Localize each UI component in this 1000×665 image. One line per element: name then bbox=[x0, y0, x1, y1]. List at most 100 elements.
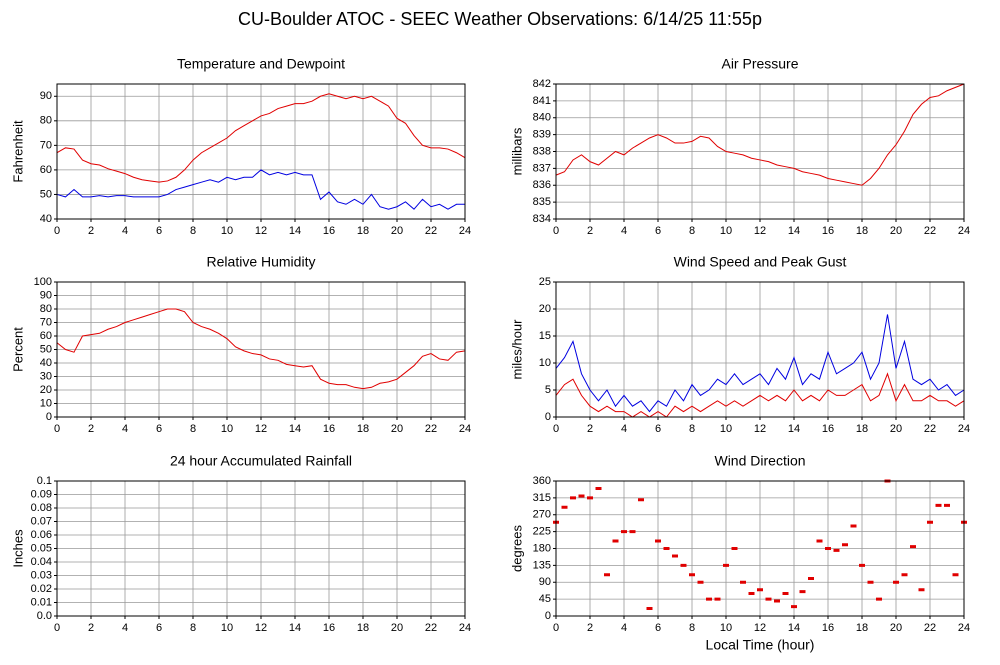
x-tick-label: 0 bbox=[553, 622, 559, 634]
x-tick-label: 12 bbox=[754, 423, 766, 435]
y-tick-label: 837 bbox=[533, 162, 551, 174]
x-tick-label: 24 bbox=[958, 622, 970, 634]
plot-frame bbox=[555, 480, 965, 617]
x-tick-label: 18 bbox=[357, 423, 369, 435]
data-point bbox=[740, 580, 746, 584]
y-tick-label: 20 bbox=[40, 384, 52, 396]
x-tick-label: 0 bbox=[54, 225, 60, 237]
x-tick-label: 8 bbox=[689, 225, 695, 237]
data-line bbox=[555, 83, 965, 186]
x-tick-label: 2 bbox=[88, 622, 94, 634]
x-tick-label: 8 bbox=[190, 622, 196, 634]
data-point bbox=[833, 548, 840, 552]
y-tick-label: 0.05 bbox=[31, 542, 52, 554]
x-tick-label: 14 bbox=[788, 423, 800, 435]
y-tick-label: 840 bbox=[533, 112, 551, 124]
data-line bbox=[56, 93, 466, 183]
x-tick-label: 20 bbox=[890, 225, 902, 237]
data-point bbox=[595, 487, 602, 490]
x-tick-label: 16 bbox=[822, 225, 834, 237]
x-tick-label: 4 bbox=[122, 622, 128, 634]
y-tick-label: 90 bbox=[539, 576, 551, 588]
data-point bbox=[944, 503, 950, 507]
y-tick-label: 0.1 bbox=[37, 475, 52, 487]
plot-frame bbox=[555, 281, 965, 418]
x-tick-label: 22 bbox=[924, 225, 936, 237]
x-tick-label: 0 bbox=[54, 423, 60, 435]
x-tick-label: 14 bbox=[289, 225, 301, 237]
y-tick-label: 45 bbox=[539, 593, 551, 605]
x-tick-label: 0 bbox=[553, 423, 559, 435]
data-point bbox=[876, 597, 882, 601]
x-tick-label: 24 bbox=[459, 622, 471, 634]
y-tick-label: 0.01 bbox=[31, 596, 52, 608]
data-point bbox=[561, 505, 568, 509]
data-point bbox=[680, 563, 687, 567]
data-point bbox=[723, 563, 729, 567]
data-point bbox=[714, 597, 721, 601]
data-point bbox=[859, 563, 865, 567]
x-tick-label: 10 bbox=[221, 225, 233, 237]
y-tick-label: 60 bbox=[40, 330, 52, 342]
data-point bbox=[748, 592, 755, 595]
x-tick-label: 20 bbox=[391, 225, 403, 237]
y-tick-label: 60 bbox=[40, 164, 52, 176]
data-point bbox=[731, 547, 738, 550]
chart-title: 24 hour Accumulated Rainfall bbox=[170, 453, 352, 469]
data-point bbox=[825, 547, 831, 550]
x-tick-label: 2 bbox=[587, 423, 593, 435]
x-tick-label: 6 bbox=[655, 622, 661, 634]
x-tick-label: 4 bbox=[621, 622, 627, 634]
chart-title: Wind Direction bbox=[714, 453, 805, 469]
y-tick-label: 50 bbox=[40, 343, 52, 355]
chart-title: Wind Speed and Peak Gust bbox=[674, 254, 847, 270]
y-axis-label: millibars bbox=[509, 127, 524, 175]
x-tick-label: 18 bbox=[357, 622, 369, 634]
y-axis-label: degrees bbox=[509, 525, 524, 572]
x-tick-label: 20 bbox=[890, 622, 902, 634]
y-tick-label: 0.03 bbox=[31, 569, 52, 581]
x-tick-label: 24 bbox=[459, 225, 471, 237]
data-point bbox=[612, 539, 619, 543]
data-point bbox=[935, 503, 942, 507]
x-tick-label: 20 bbox=[890, 423, 902, 435]
y-tick-label: 5 bbox=[545, 384, 551, 396]
x-tick-label: 16 bbox=[822, 622, 834, 634]
x-tick-label: 10 bbox=[221, 622, 233, 634]
plot-frame bbox=[56, 83, 466, 220]
x-tick-label: 6 bbox=[156, 622, 162, 634]
y-axis-label: Inches bbox=[10, 529, 25, 568]
x-tick-label: 8 bbox=[190, 225, 196, 237]
y-tick-label: 315 bbox=[533, 492, 551, 504]
y-tick-label: 0.02 bbox=[31, 583, 52, 595]
x-tick-label: 8 bbox=[190, 423, 196, 435]
y-tick-label: 80 bbox=[40, 115, 52, 127]
y-tick-label: 80 bbox=[40, 303, 52, 315]
data-point bbox=[918, 588, 925, 592]
y-tick-label: 0.0 bbox=[37, 610, 52, 622]
data-line bbox=[56, 308, 466, 390]
x-tick-label: 2 bbox=[88, 423, 94, 435]
y-tick-label: 70 bbox=[40, 139, 52, 151]
x-tick-label: 16 bbox=[822, 423, 834, 435]
x-tick-label: 16 bbox=[323, 423, 335, 435]
y-tick-label: 180 bbox=[533, 542, 551, 554]
y-tick-label: 839 bbox=[533, 129, 551, 141]
x-tick-label: 12 bbox=[754, 225, 766, 237]
x-tick-label: 12 bbox=[255, 622, 267, 634]
data-point bbox=[799, 590, 806, 594]
y-tick-label: 0 bbox=[545, 610, 551, 622]
data-point bbox=[663, 547, 670, 550]
data-point bbox=[587, 496, 593, 500]
y-tick-label: 842 bbox=[533, 78, 551, 90]
x-tick-label: 2 bbox=[587, 622, 593, 634]
data-point bbox=[850, 524, 857, 528]
x-tick-label: 6 bbox=[156, 423, 162, 435]
data-point bbox=[910, 545, 916, 549]
x-tick-label: 22 bbox=[924, 622, 936, 634]
data-point bbox=[808, 577, 814, 580]
x-tick-label: 14 bbox=[289, 423, 301, 435]
